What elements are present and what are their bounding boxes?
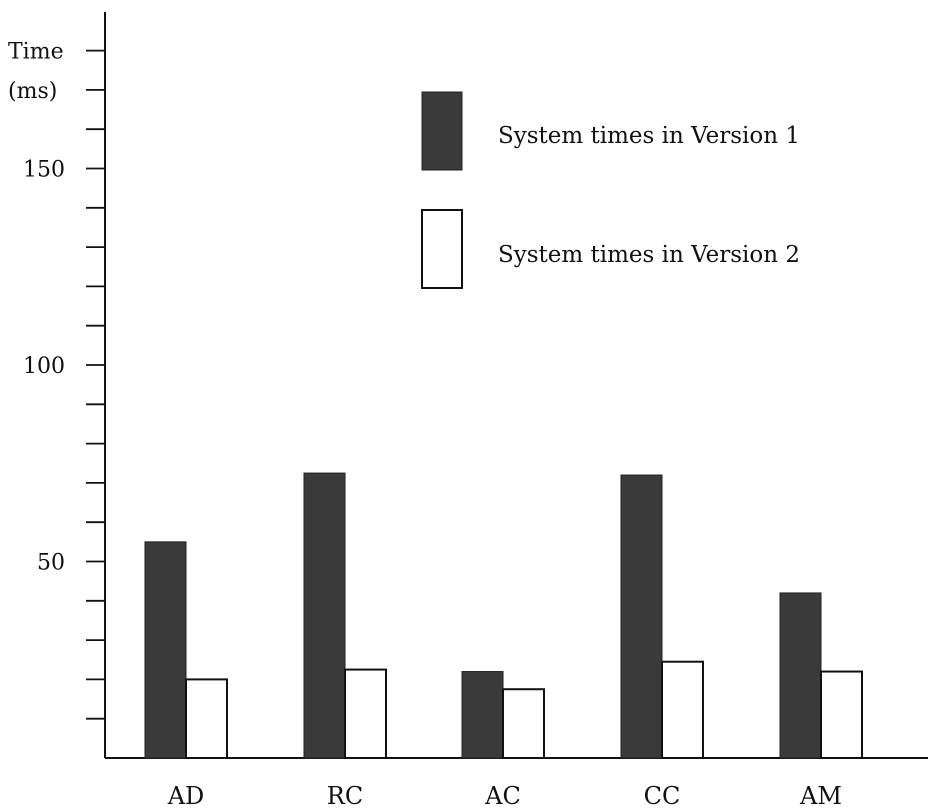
x-tick-label-am: AM <box>799 782 842 810</box>
bar-ad-version-2 <box>185 678 228 760</box>
bar-am-version-2 <box>820 670 863 759</box>
bar-ad-version-1 <box>144 541 187 759</box>
y-axis-ticks <box>86 49 105 720</box>
y-axis-tick-labels: 50 100 150 <box>23 158 65 576</box>
legend: System times in Version 1 System times i… <box>421 91 800 289</box>
y-axis-title: Time <box>8 40 64 65</box>
legend-swatch-version-2 <box>421 209 463 289</box>
x-tick-label-ac: AC <box>484 782 521 810</box>
y-tick-label-150: 150 <box>23 158 65 183</box>
legend-label-version-2: System times in Version 2 <box>498 242 800 268</box>
x-tick-label-ad: AD <box>167 782 205 810</box>
bar-rc-version-1 <box>303 472 346 759</box>
bar-ac-version-1 <box>461 671 504 759</box>
x-tick-label-rc: RC <box>327 782 363 810</box>
y-axis-unit: (ms) <box>8 79 57 104</box>
x-tick-label-cc: CC <box>644 782 681 810</box>
y-tick-label-100: 100 <box>23 354 65 379</box>
bar-rc-version-2 <box>344 668 387 760</box>
legend-label-version-1: System times in Version 1 <box>498 123 800 149</box>
y-tick-label-50: 50 <box>37 551 65 576</box>
bar-am-version-1 <box>779 592 822 759</box>
legend-swatch-version-1 <box>421 91 463 171</box>
x-axis-tick-labels: AD RC AC CC AM <box>167 782 842 810</box>
bar-cc-version-2 <box>661 660 704 760</box>
bar-cc-version-1 <box>620 474 663 759</box>
bars <box>144 472 863 760</box>
bar-ac-version-2 <box>502 688 545 759</box>
